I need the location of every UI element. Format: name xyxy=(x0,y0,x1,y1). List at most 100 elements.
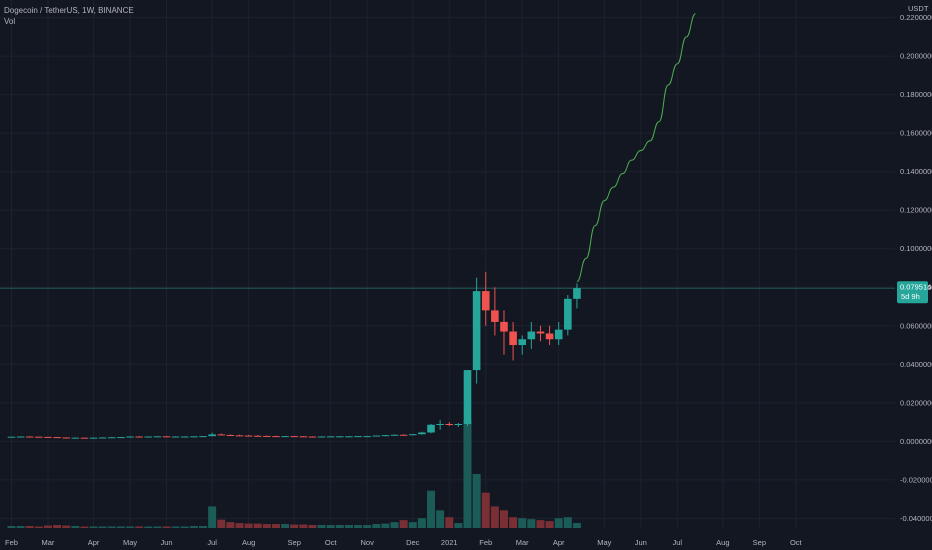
time-tick-label: Jun xyxy=(160,538,172,547)
volume-bar xyxy=(53,525,62,528)
current-price-value: 0.0795146 xyxy=(900,283,932,292)
candle xyxy=(53,436,61,439)
volume-bar xyxy=(281,524,290,528)
volume-bar xyxy=(490,506,499,528)
volume-bar xyxy=(153,526,162,528)
candle xyxy=(199,436,207,438)
candle xyxy=(244,434,253,437)
time-tick-label: Sep xyxy=(753,538,766,547)
candle xyxy=(7,436,16,438)
candle-body xyxy=(190,436,198,438)
candle xyxy=(363,435,371,438)
candle xyxy=(408,434,417,436)
candle-body xyxy=(35,436,43,438)
candle-body xyxy=(336,436,344,438)
volume-bar xyxy=(235,523,244,528)
bar-countdown: 5d 9h xyxy=(901,292,920,301)
volume-bar xyxy=(436,510,445,528)
volume-bar xyxy=(335,525,344,528)
time-tick-label: Mar xyxy=(42,538,55,547)
candle-body xyxy=(281,436,289,438)
volume-bar xyxy=(427,490,436,528)
volume-bar xyxy=(363,525,372,528)
candles xyxy=(7,271,581,439)
candle xyxy=(491,287,499,336)
time-tick-label: Oct xyxy=(790,538,803,547)
volume-bar xyxy=(572,523,581,528)
volume-bar xyxy=(116,526,125,528)
candle xyxy=(509,321,517,361)
volume-bar xyxy=(545,521,554,528)
candle xyxy=(117,436,125,439)
volume-bar xyxy=(180,526,189,528)
candle-body xyxy=(454,424,463,425)
candle-body xyxy=(25,436,34,438)
candle xyxy=(263,435,271,437)
volume-bar xyxy=(199,526,208,528)
candle-body xyxy=(89,437,98,439)
candle-body xyxy=(153,436,162,438)
volume-bar xyxy=(171,526,180,528)
time-tick-label: Jul xyxy=(672,538,682,547)
candle xyxy=(527,321,536,349)
price-axis[interactable]: USDT -0.0400000 -0.0200000 0.0000000 0.0200… xyxy=(900,4,932,523)
candle-body xyxy=(117,437,125,439)
projection-line xyxy=(576,13,696,282)
volume-bar xyxy=(62,525,71,528)
volume-bar xyxy=(317,525,326,528)
volume-bar xyxy=(126,526,135,528)
candle xyxy=(299,436,308,438)
legend: Dogecoin / TetherUS, 1W, BINANCE Vol xyxy=(4,5,134,27)
candle xyxy=(180,436,189,438)
candle xyxy=(226,434,235,436)
volume-bar xyxy=(481,492,490,528)
candle-body xyxy=(573,288,581,299)
candle-body xyxy=(80,437,89,439)
candle xyxy=(326,436,335,438)
candle-body xyxy=(536,331,545,334)
price-tick-label: 0.0400000 xyxy=(900,360,932,369)
time-tick-label: Feb xyxy=(5,538,18,547)
time-axis[interactable]: Feb Mar Apr May Jun Jul Aug Sep Oct Nov Dec 2021 Feb… xyxy=(5,538,803,547)
price-tick-label: -0.0400000 xyxy=(900,514,932,523)
time-tick-label: Apr xyxy=(553,538,565,547)
volume-bar xyxy=(80,526,89,528)
candle xyxy=(372,435,381,437)
candle xyxy=(25,436,34,438)
volume-bar xyxy=(554,518,563,528)
volume-bar xyxy=(454,523,463,528)
projection-curve xyxy=(576,13,696,282)
volume-bar xyxy=(417,518,426,528)
volume-bar xyxy=(189,526,198,528)
symbol-title[interactable]: Dogecoin / TetherUS, 1W, BINANCE xyxy=(4,6,134,15)
volume-bar xyxy=(372,524,381,528)
volume-bar xyxy=(390,522,399,528)
price-tick-label: 0.0600000 xyxy=(900,321,932,330)
candle xyxy=(171,436,180,438)
candle xyxy=(345,436,353,438)
candle-body xyxy=(418,432,426,435)
candle-body xyxy=(253,435,262,437)
candle xyxy=(208,432,216,437)
grid-lines xyxy=(0,0,895,528)
candle xyxy=(144,436,153,438)
volume-indicator-label[interactable]: Vol xyxy=(4,17,16,26)
time-tick-label: Apr xyxy=(88,538,100,547)
volume-bar xyxy=(536,520,545,528)
price-tick-label: 0.0000000 xyxy=(900,437,932,446)
volume-bar xyxy=(226,522,235,528)
candle-body xyxy=(500,321,508,332)
candle-body xyxy=(199,436,207,438)
volume-bar xyxy=(290,524,299,528)
current-price-tag-box xyxy=(897,281,928,304)
volume-bar xyxy=(354,525,363,528)
price-tick-label: 0.1000000 xyxy=(900,244,932,253)
volume-bar xyxy=(98,526,107,528)
candle xyxy=(390,434,399,436)
candle xyxy=(135,436,143,438)
volume-bar xyxy=(25,526,34,528)
volume-bar xyxy=(271,524,280,528)
volume-bar xyxy=(472,474,481,528)
candle-body xyxy=(62,437,71,439)
